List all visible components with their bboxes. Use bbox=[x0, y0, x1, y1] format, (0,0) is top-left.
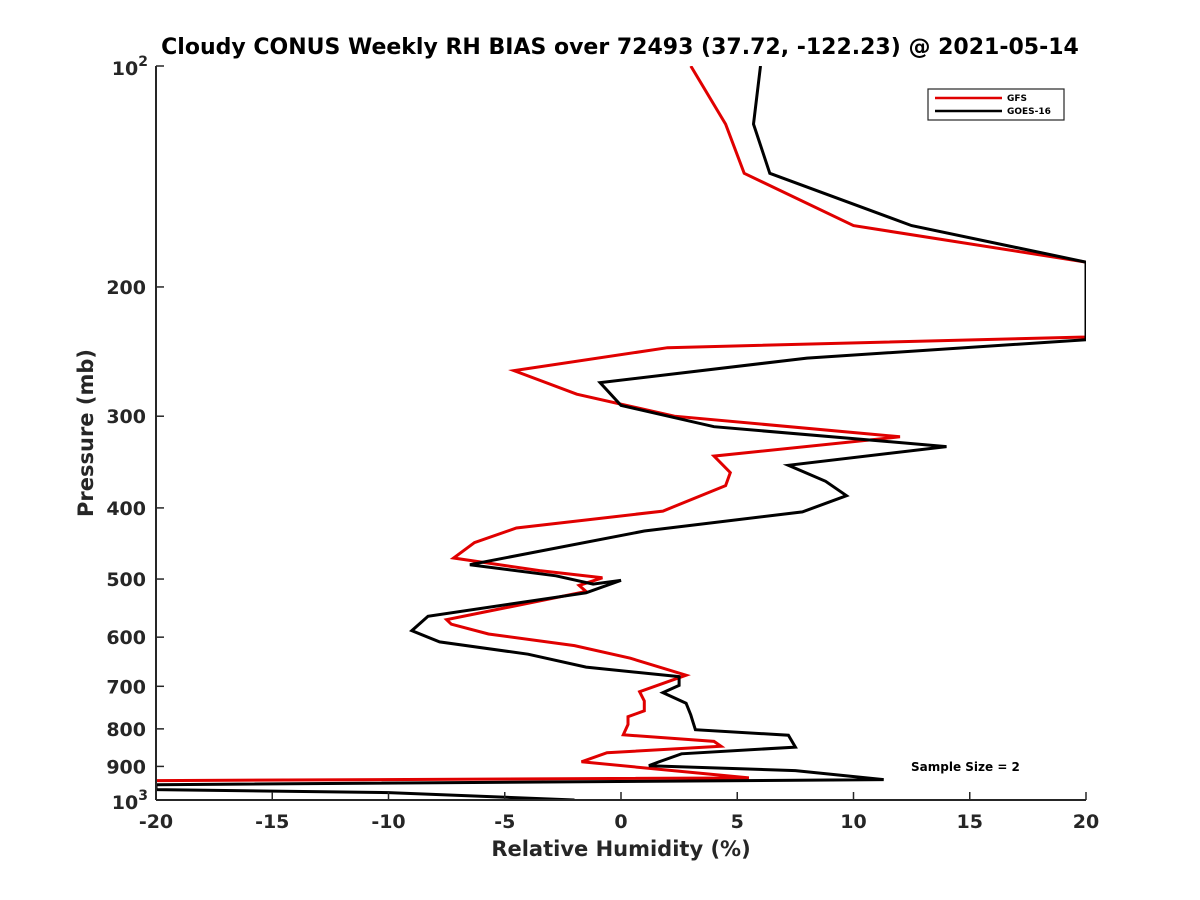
y-tick-label: 800 bbox=[106, 719, 146, 741]
series-line-gfs bbox=[156, 66, 1086, 783]
x-tick-label: -10 bbox=[371, 811, 405, 833]
y-tick-label: 400 bbox=[106, 498, 146, 520]
x-tick-label: 10 bbox=[840, 811, 866, 833]
y-tick-label: 103 bbox=[112, 788, 148, 814]
x-tick-label: -15 bbox=[255, 811, 289, 833]
chart-title: Cloudy CONUS Weekly RH BIAS over 72493 (… bbox=[161, 35, 1079, 60]
plot-lines bbox=[156, 66, 1086, 800]
x-tick-label: -20 bbox=[139, 811, 173, 833]
y-tick-label: 200 bbox=[106, 277, 146, 299]
legend-label-gfs: GFS bbox=[1007, 94, 1027, 104]
y-tick-label: 700 bbox=[106, 676, 146, 698]
legend: GFS GOES-16 bbox=[927, 88, 1065, 121]
y-tick-label: 600 bbox=[106, 627, 146, 649]
y-tick-label: 500 bbox=[106, 569, 146, 591]
series-line-goes16 bbox=[156, 66, 1086, 800]
legend-box bbox=[927, 88, 1065, 121]
y-tick-label: 102 bbox=[112, 54, 148, 80]
y-axis-label: Pressure (mb) bbox=[74, 349, 98, 517]
sample-size-annotation: Sample Size = 2 bbox=[911, 760, 1020, 774]
x-axis-label: Relative Humidity (%) bbox=[491, 837, 750, 861]
y-axis-ticks: 102 200 300 400 500 600 700 800 900 103 bbox=[106, 54, 164, 814]
x-tick-label: 5 bbox=[731, 811, 744, 833]
y-tick-label: 900 bbox=[106, 756, 146, 778]
x-tick-label: 0 bbox=[614, 811, 627, 833]
x-axis-ticks: -20 -15 -10 -5 0 5 10 15 20 bbox=[139, 792, 1099, 833]
x-tick-label: 15 bbox=[957, 811, 983, 833]
x-tick-label: -5 bbox=[494, 811, 515, 833]
axes-box bbox=[156, 66, 1086, 800]
x-tick-label: 20 bbox=[1073, 811, 1099, 833]
y-tick-label: 300 bbox=[106, 406, 146, 428]
legend-label-goes16: GOES-16 bbox=[1007, 107, 1051, 117]
